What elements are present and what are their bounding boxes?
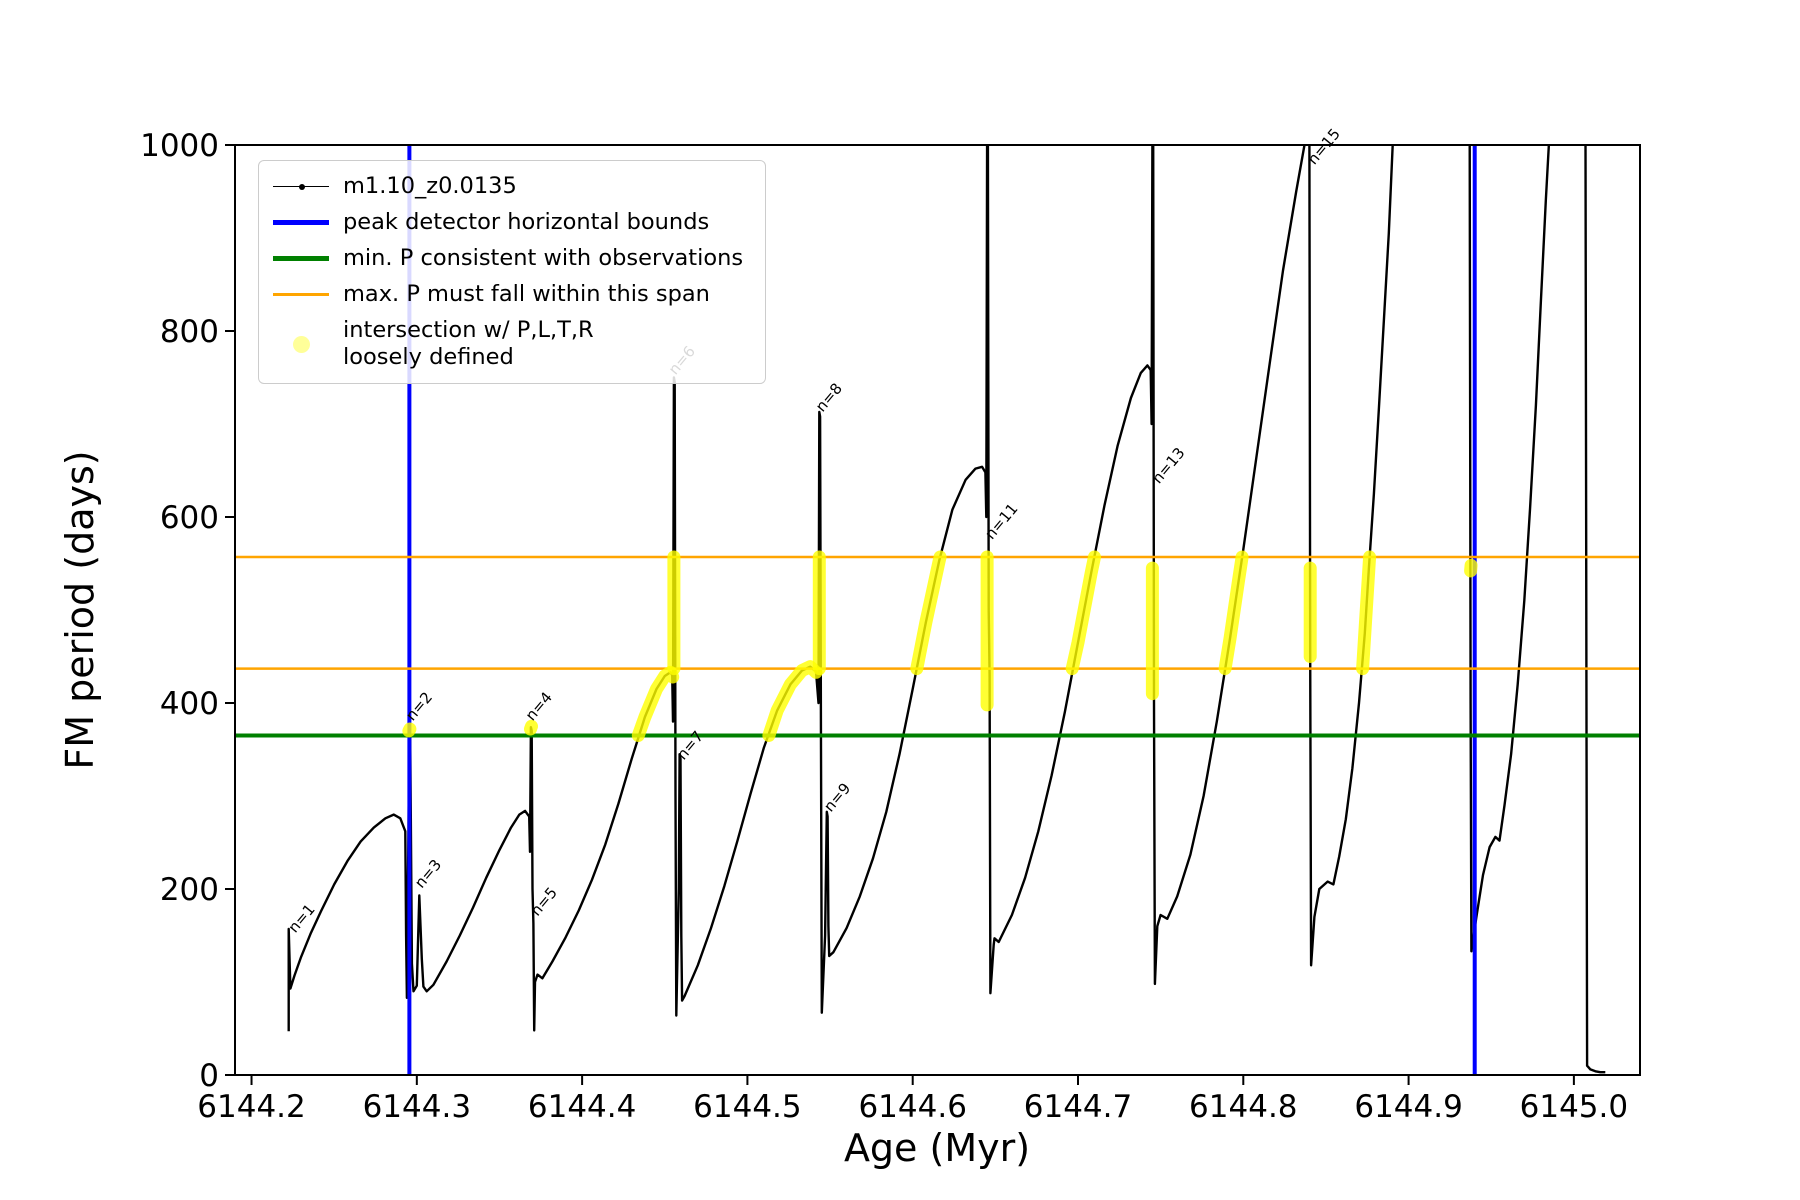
peak-annotation: n=7: [673, 727, 707, 763]
x-axis-label: Age (Myr): [843, 1126, 1031, 1170]
intersection-highlight: [631, 665, 680, 742]
intersection-highlight: [1065, 550, 1101, 676]
x-tick-label: 6144.2: [197, 1089, 305, 1125]
y-tick-label: 200: [160, 872, 219, 908]
y-tick-label: 1000: [140, 128, 219, 164]
peak-annotation: n=2: [402, 688, 436, 724]
intersection-highlight: [1218, 550, 1249, 676]
legend-entry: peak detector horizontal bounds: [273, 209, 743, 236]
x-tick-label: 6144.6: [858, 1089, 966, 1125]
intersection-highlight: [402, 722, 417, 738]
legend-line-icon: [273, 246, 329, 272]
intersection-highlight: [910, 550, 947, 676]
y-axis-label: FM period (days): [58, 450, 102, 770]
legend-line-icon: [273, 210, 329, 236]
legend-label: max. P must fall within this span: [343, 281, 710, 307]
y-tick-label: 0: [199, 1058, 219, 1094]
legend-entry: max. P must fall within this span: [273, 281, 743, 308]
intersection-marker-icon: [273, 331, 329, 357]
legend-label-line2: loosely defined: [343, 344, 514, 370]
y-tick-label: 800: [160, 314, 219, 350]
peak-annotation: n=8: [812, 380, 846, 416]
x-tick-label: 6144.3: [363, 1089, 471, 1125]
x-tick-label: 6144.7: [1024, 1089, 1132, 1125]
intersection-highlight: [524, 719, 538, 736]
x-tick-label: 6144.4: [528, 1089, 636, 1125]
peak-annotation: n=3: [411, 856, 445, 892]
legend-label: m1.10_z0.0135: [343, 173, 517, 199]
peak-annotation: n=4: [522, 688, 556, 724]
series-curve: [287, 145, 1606, 1074]
legend-label: min. P consistent with observations: [343, 245, 744, 271]
legend-line-icon: [273, 282, 329, 308]
x-tick-label: 6145.0: [1520, 1089, 1628, 1125]
peak-annotation: n=9: [820, 779, 854, 815]
legend-label: intersection w/ P,L,T,R: [343, 317, 594, 343]
intersection-highlight: [1464, 558, 1478, 578]
legend-label: peak detector horizontal bounds: [343, 209, 710, 235]
x-tick-label: 6144.5: [693, 1089, 801, 1125]
y-tick-label: 400: [160, 686, 219, 722]
plot-border: [234, 144, 1641, 1076]
plot-area: [235, 145, 1640, 1075]
x-tick-label: 6144.9: [1354, 1089, 1462, 1125]
legend-entry: intersection w/ P,L,T,R loosely defined: [273, 317, 743, 371]
intersection-highlight: [762, 660, 823, 742]
intersection-highlight: [1356, 550, 1377, 676]
legend-entry: min. P consistent with observations: [273, 245, 743, 272]
y-tick-label: 600: [160, 500, 219, 536]
legend-line-icon: [273, 174, 329, 200]
legend-entry: m1.10_z0.0135: [273, 173, 743, 200]
x-tick-label: 6144.8: [1189, 1089, 1297, 1125]
